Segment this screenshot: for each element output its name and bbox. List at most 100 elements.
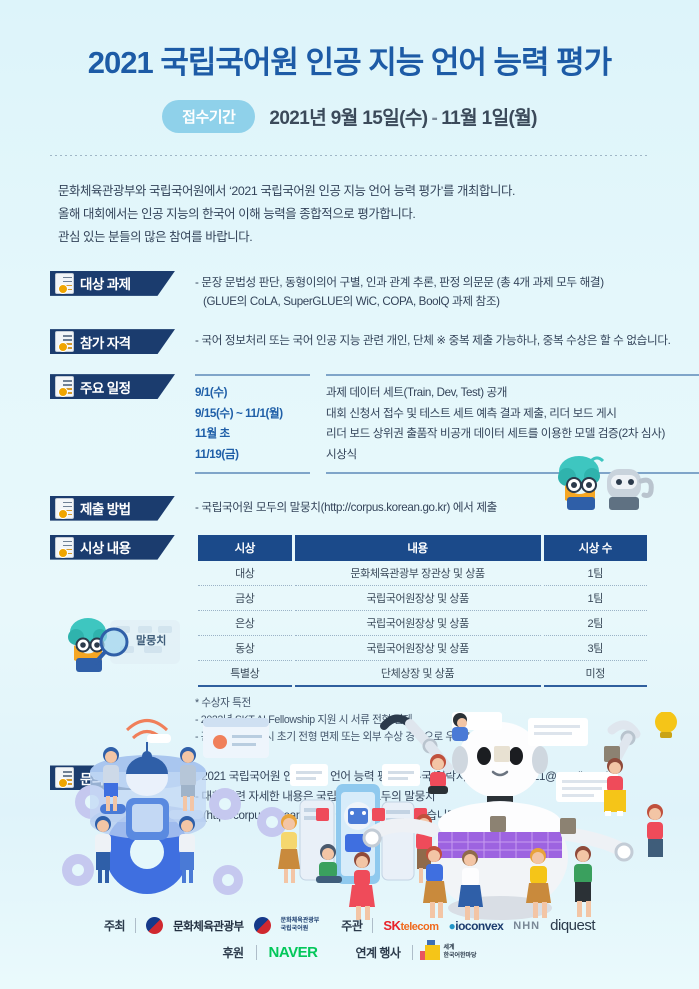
checklist-icon (55, 331, 74, 353)
section-badge-submission: 제출 방법 (50, 495, 175, 521)
person-figure (428, 754, 448, 794)
section-badge-label: 제출 방법 (80, 502, 131, 518)
award-count: 1팀 (543, 561, 647, 586)
checklist-icon (55, 497, 74, 519)
hangul-mark-icon (420, 940, 441, 960)
eligibility-line-1: - 국어 정보처리 또는 국어 인공 지능 관련 개인, 단체 ※ 중복 제출 … (195, 334, 671, 348)
footer-row-organizers: 주최 문화체육관광부 문화체육관광부 국립국어원 주관 SKtelecom ●i… (0, 917, 699, 934)
taegeuk-icon (253, 917, 271, 934)
table-row: 은상 국립국어원장상 및 상품 2팀 (198, 611, 647, 636)
award-name: 대상 (198, 561, 292, 586)
checklist-icon (55, 272, 74, 294)
divider (372, 918, 374, 933)
person-figure (349, 852, 375, 920)
award-count: 2팀 (543, 611, 647, 636)
award-count: 1팀 (543, 586, 647, 611)
intro-paragraph: 문화체육관광부와 국립국어원에서 ‘2021 국립국어원 인공 지능 언어 능력… (58, 180, 699, 249)
logo-ioconvex: ●ioconvex (449, 919, 504, 933)
sk-sub: telecom (400, 921, 439, 933)
section-schedule: 주요 일정 9/1(수) 9/15(수) ~ 11/1(월) 11월 초 11/… (50, 374, 699, 474)
awards-table: 시상 내용 시상 수 대상 문화체육관광부 장관상 및 상품 1팀 금상 국립국… (195, 534, 650, 687)
list-item: 시상식 (326, 448, 357, 462)
logo-nikl: 문화체육관광부 국립국어원 (281, 918, 320, 933)
schedule-desc-column: 과제 데이터 세트(Train, Dev, Test) 공개 대회 신청서 접수… (326, 374, 699, 474)
section-badge-schedule: 주요 일정 (50, 374, 175, 400)
registration-period-badge: 접수기간 (162, 100, 256, 134)
award-detail: 국립국어원장상 및 상품 (294, 586, 541, 611)
schedule-rule-top (326, 374, 699, 377)
award-count: 미정 (543, 661, 647, 687)
section-badge-label: 대상 과제 (80, 277, 131, 293)
page-title: 2021 국립국어원 인공 지능 언어 능력 평가 (87, 45, 612, 80)
table-row: 대상 문화체육관광부 장관상 및 상품 1팀 (198, 561, 647, 586)
table-row: 금상 국립국어원장상 및 상품 1팀 (198, 586, 647, 611)
award-name: 은상 (198, 611, 292, 636)
hangul-line-1: 세계 (443, 945, 455, 952)
column-header: 내용 (294, 534, 541, 561)
person-figure (647, 804, 663, 857)
list-item: 11월 초 (195, 427, 230, 441)
section-awards: 시상 내용 시상 내용 시상 수 대상 문화체육관광부 장관상 및 상품 1팀 (50, 534, 699, 746)
award-count: 3팀 (543, 636, 647, 661)
note-line-1: * 수상자 특전 (195, 696, 251, 709)
header-divider (49, 155, 650, 157)
person-figure (316, 844, 342, 883)
ai-scene-illustration (62, 711, 677, 920)
list-item: 9/1(수) (195, 386, 228, 400)
schedule-rule-bottom (195, 471, 310, 474)
registration-period-text: 2021년 9월 15일(수) -11월 1일(월) (269, 103, 537, 130)
schedule-dates-column: 9/1(수) 9/15(수) ~ 11/1(월) 11월 초 11/19(금) (195, 374, 310, 474)
person-figure (278, 814, 300, 883)
person-figure (604, 758, 626, 816)
footer-label-sponsor: 후원 (222, 946, 244, 960)
footer-row-sponsors: 후원 NAVER 연계 행사 세계 한국어한마당 (0, 940, 699, 961)
table-row: 특별상 단체상장 및 상품 미정 (198, 661, 647, 687)
section-body-task: - 문장 문법성 판단, 동형이의어 구별, 인과 관계 추론, 판정 의문문 … (175, 271, 699, 311)
hangul-text: 세계 한국어한마당 (443, 945, 476, 959)
person-figure (95, 816, 111, 883)
list-item: 11/19(금) (195, 448, 239, 462)
poster-header: 2021 국립국어원 인공 지능 언어 능력 평가 접수기간 2021년 9월 … (0, 0, 699, 157)
section-task: 대상 과제 - 문장 문법성 판단, 동형이의어 구별, 인과 관계 추론, 판… (50, 270, 699, 311)
award-detail: 문화체육관광부 장관상 및 상품 (294, 561, 541, 586)
section-badge-awards: 시상 내용 (50, 534, 175, 560)
mascot-pair-icon (558, 456, 654, 510)
award-detail: 국립국어원장상 및 상품 (294, 611, 541, 636)
award-name: 특별상 (198, 661, 292, 687)
logo-nikl-line1: 문화체육관광부 (280, 918, 320, 924)
section-body-eligibility: - 국어 정보처리 또는 국어 인공 지능 관련 개인, 단체 ※ 중복 제출 … (175, 329, 699, 354)
taegeuk-icon (146, 917, 164, 934)
person-figure (452, 713, 468, 741)
section-badge-eligibility: 참가 자격 (50, 329, 175, 355)
logo-mcst: 문화체육관광부 (173, 920, 244, 933)
person-figure (103, 734, 171, 811)
checklist-icon (55, 376, 74, 398)
logo-naver: NAVER (268, 944, 318, 961)
bottom-illustration (0, 711, 699, 927)
table-row: 동상 국립국어원장상 및 상품 3팀 (198, 636, 647, 661)
logo-nhn: NHN (513, 919, 541, 932)
section-eligibility: 참가 자격 - 국어 정보처리 또는 국어 인공 지능 관련 개인, 단체 ※ … (50, 329, 699, 355)
task-line-2: (GLUE의 CoLA, SuperGLUE의 WiC, COPA, BoolQ… (203, 295, 500, 309)
ioconvex-text: ioconvex (455, 918, 504, 933)
footer-logos: 주최 문화체육관광부 문화체육관광부 국립국어원 주관 SKtelecom ●i… (0, 917, 699, 971)
magnifier-mascot-icon: 말뭉치 (68, 618, 180, 672)
mascot-corpus-and-robot (545, 455, 665, 510)
corpus-label: 말뭉치 (136, 633, 166, 647)
profile-card (203, 718, 269, 758)
divider (135, 918, 137, 933)
person-figure (526, 848, 551, 918)
award-name: 동상 (198, 636, 292, 661)
intro-line-1: 문화체육관광부와 국립국어원에서 ‘2021 국립국어원 인공 지능 언어 능력… (58, 184, 516, 199)
logo-diquest: diquest (550, 917, 596, 934)
period-dash: - (431, 108, 438, 130)
divider (255, 945, 257, 960)
schedule-rule-bottom (326, 471, 699, 474)
footer-label-organizer: 주관 (341, 919, 363, 933)
mobile-cluster (290, 764, 427, 884)
sk-main: SK (383, 918, 401, 933)
section-badge-label: 시상 내용 (80, 541, 131, 557)
section-badge-label: 참가 자격 (80, 335, 131, 351)
status-badge (490, 746, 620, 834)
